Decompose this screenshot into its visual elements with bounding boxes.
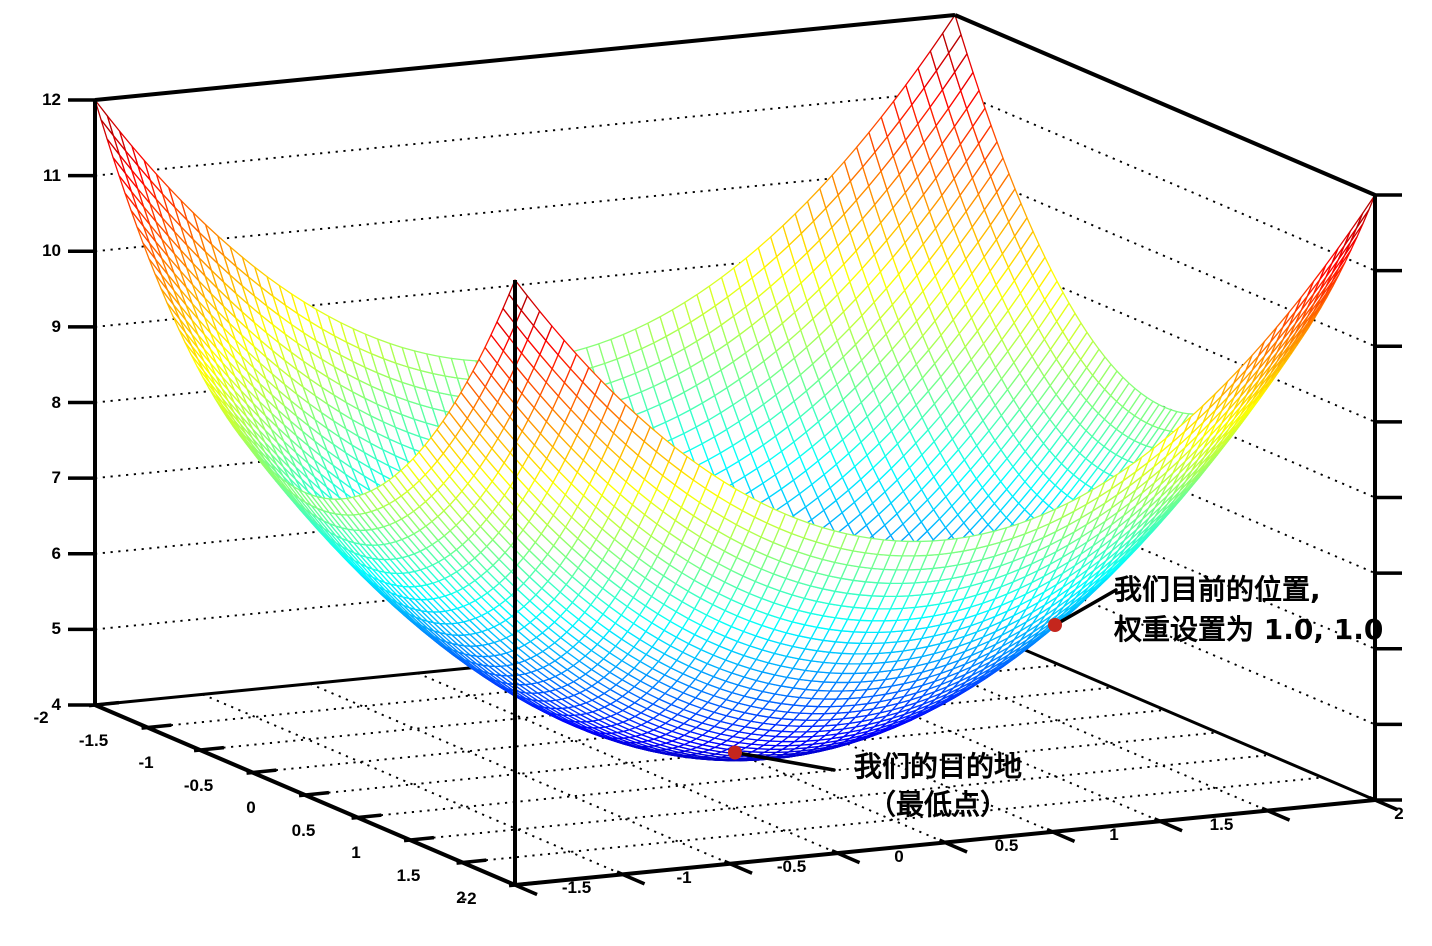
annotation-dest-line2: （最低点）	[867, 788, 1009, 821]
annotation-current-line1: 我们目前的位置,	[1114, 573, 1321, 606]
annotation-current-position: 我们目前的位置, 权重设置为 1.0, 1.0	[1114, 570, 1383, 650]
annotation-dest-line1: 我们的目的地	[853, 750, 1023, 783]
annotation-destination: 我们的目的地 （最低点）	[854, 748, 1022, 824]
annotation-current-line2: 权重设置为 1.0, 1.0	[1114, 613, 1384, 646]
